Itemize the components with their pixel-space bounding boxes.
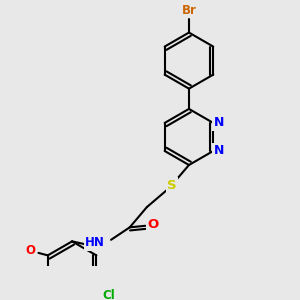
Text: N: N — [214, 145, 224, 158]
Text: N: N — [214, 116, 224, 129]
Text: Br: Br — [182, 4, 196, 16]
Text: O: O — [148, 218, 159, 231]
Text: Cl: Cl — [103, 290, 115, 300]
Text: S: S — [167, 179, 177, 192]
Text: O: O — [26, 244, 36, 257]
Text: HN: HN — [85, 236, 105, 249]
